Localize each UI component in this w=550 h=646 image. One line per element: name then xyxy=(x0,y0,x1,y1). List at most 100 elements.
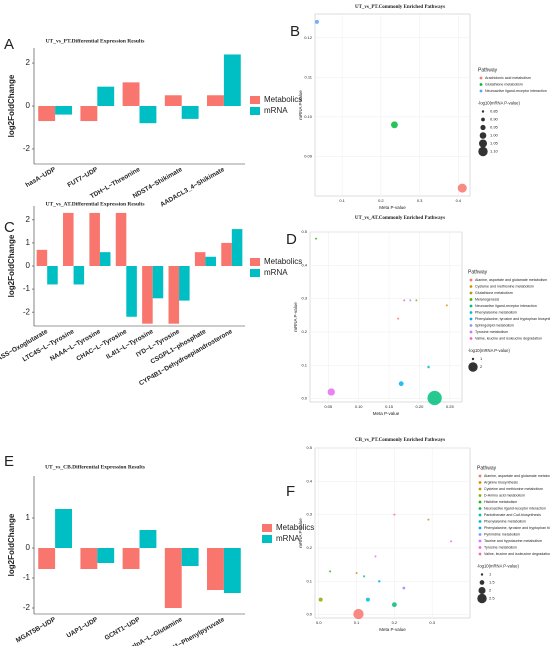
point xyxy=(427,365,430,369)
bar xyxy=(97,548,115,563)
bar xyxy=(73,266,85,285)
size-legend-marker xyxy=(471,357,475,361)
x-tick-label: IL4I1−L−Tyrosine xyxy=(105,328,155,361)
y-tick-label: 0.10 xyxy=(304,114,313,119)
bar xyxy=(115,212,127,266)
point xyxy=(445,304,448,307)
legend-label: Alanine, aspartate and glutamate metabol… xyxy=(475,278,547,282)
bar xyxy=(97,86,115,106)
panel-label: D xyxy=(286,231,297,248)
legend-marker xyxy=(478,481,482,484)
bar xyxy=(142,266,153,324)
legend-label: Phenylalanine, tyrosine and tryptophan b… xyxy=(484,526,550,530)
y-tick-label: -1 xyxy=(23,284,31,293)
y-tick-label: 0.5 xyxy=(301,229,307,234)
legend-swatch xyxy=(250,96,260,104)
legend-label: Glutathione metabolism xyxy=(485,82,523,86)
bar xyxy=(126,266,137,317)
bar xyxy=(205,256,216,266)
y-axis-label: log2FoldChange xyxy=(7,234,16,297)
y-axis-label: mRNA P-value xyxy=(298,90,303,120)
x-tick-label: GCNT1−UDP xyxy=(104,616,142,642)
size-legend-marker xyxy=(477,593,487,604)
legend-label: Tyrosine metabolism xyxy=(475,330,508,334)
y-axis-label: mRNA P-value xyxy=(298,518,303,548)
legend-label: mRNA xyxy=(276,534,300,543)
y-tick-label: 0.4 xyxy=(306,478,312,483)
bar xyxy=(207,548,224,590)
chart-title: UT_vs_AT.Differential Expression Results xyxy=(45,201,144,207)
point xyxy=(403,299,406,302)
legend-label: Cysteine and methionine metabolism xyxy=(484,487,543,491)
y-tick-label: 1 xyxy=(26,238,31,247)
x-tick-label: FUT7−UDP xyxy=(66,166,99,189)
legend-label: Pyrimidine metabolism xyxy=(484,532,520,536)
bar xyxy=(181,106,199,119)
legend-title: Pathway xyxy=(478,67,498,73)
legend-marker xyxy=(479,76,483,80)
size-legend-marker xyxy=(481,117,485,122)
y-tick-label: 0.11 xyxy=(305,74,313,79)
point xyxy=(355,572,358,574)
point xyxy=(391,121,398,129)
size-legend-label: 0.90 xyxy=(490,117,499,122)
x-tick-label: 0.05 xyxy=(324,404,333,409)
size-legend-marker xyxy=(478,586,486,595)
y-tick-label: 0.0 xyxy=(306,612,312,617)
x-tick-label: 0.15 xyxy=(385,404,394,409)
legend-marker xyxy=(469,311,473,314)
plot-area xyxy=(314,13,471,197)
y-tick-label: 2 xyxy=(26,215,31,224)
point xyxy=(402,586,406,590)
size-legend-marker xyxy=(479,132,487,139)
legend-label: Histidine metabolism xyxy=(484,500,517,504)
x-axis-label: Meta P-value xyxy=(373,411,400,416)
y-tick-label: 0 xyxy=(26,543,31,552)
bar xyxy=(164,548,182,608)
y-axis-label: mRNA P-value xyxy=(293,302,298,332)
legend-marker xyxy=(479,83,483,86)
point xyxy=(353,608,364,620)
point xyxy=(427,518,430,521)
y-tick-label: 0.12 xyxy=(304,35,313,40)
legend-marker xyxy=(478,513,482,517)
x-tick-label: 0.3 xyxy=(417,198,423,203)
bar xyxy=(89,212,100,266)
legend-marker xyxy=(469,304,473,308)
legend-swatch xyxy=(250,107,260,115)
legend-marker xyxy=(478,533,482,536)
legend-marker xyxy=(469,324,473,327)
bar xyxy=(80,548,98,569)
panel-label: C xyxy=(4,219,15,236)
legend-label: Neuroactive ligand-receptor interaction xyxy=(484,506,546,510)
point xyxy=(329,570,332,573)
x-tick-label: MGAT5B−UDP xyxy=(15,616,58,645)
y-tick-label: 1 xyxy=(26,513,31,522)
y-tick-label: -2 xyxy=(23,603,31,612)
plot-area xyxy=(309,231,463,403)
bar xyxy=(223,548,241,593)
bar xyxy=(38,548,56,569)
chart-title: UT_vs_CB.Differential Expression Results xyxy=(45,464,145,470)
point xyxy=(314,19,319,24)
legend-label: Neuroactive ligand-receptor interaction xyxy=(475,304,537,308)
legend-label: Metabolics xyxy=(276,523,314,532)
bar xyxy=(139,106,157,124)
y-tick-label: 0.09 xyxy=(304,153,313,158)
x-axis-label: Meta P-value xyxy=(379,627,406,632)
bar xyxy=(55,106,72,115)
x-axis-label: Meta P-value xyxy=(379,205,406,210)
legend-label: Phenylalanine metabolism xyxy=(484,519,526,523)
x-tick-label: 0.1 xyxy=(339,198,345,203)
legend-label: Neuroactive ligand-receptor interaction xyxy=(485,89,547,93)
size-legend-label: 1.10 xyxy=(490,149,499,154)
y-tick-label: 0.2 xyxy=(301,329,307,334)
legend-marker xyxy=(469,317,473,321)
legend-marker xyxy=(478,539,482,543)
size-legend-marker xyxy=(481,110,485,113)
size-legend-marker xyxy=(479,139,487,148)
legend-label: D-Amino acid metabolism xyxy=(484,493,525,497)
size-legend-marker xyxy=(480,573,484,576)
size-legend-label: 1 xyxy=(489,572,492,577)
legend-marker xyxy=(478,520,482,523)
